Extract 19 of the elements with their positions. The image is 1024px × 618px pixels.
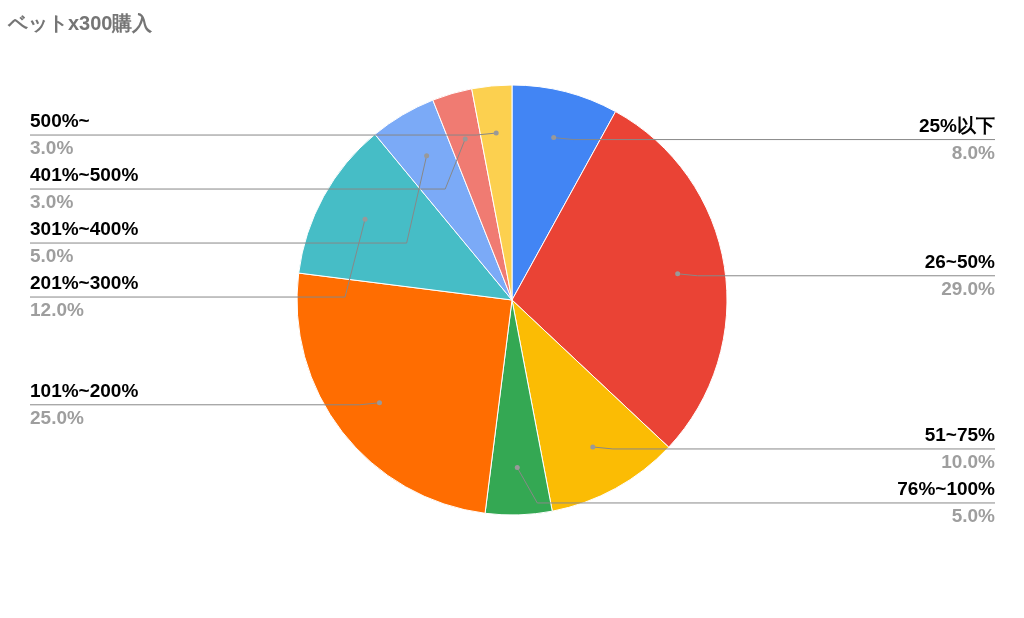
slice-label: 101%~200% [30,379,139,401]
slice-label: 76%~100% [897,477,996,499]
data-label: 5.0% [951,504,996,526]
data-label: 8.0% [951,141,996,163]
slice-label: 51~75% [924,423,996,445]
slice-label: 25%以下 [918,114,995,136]
slice-label: 26~50% [924,250,996,272]
data-label: 3.0% [30,137,74,159]
data-label: 12.0% [30,299,84,321]
data-label: 25.0% [30,406,84,428]
chart-title: ベットx300購入 [7,12,154,34]
data-label: 3.0% [30,191,74,213]
data-label: 5.0% [30,245,74,267]
slice-label: 201%~300% [30,272,139,294]
slice-label: 500%~ [30,110,90,132]
slice-label: 401%~500% [30,164,139,186]
slice-label: 301%~400% [30,218,139,240]
data-label: 29.0% [941,277,996,299]
data-label: 10.0% [941,450,996,472]
